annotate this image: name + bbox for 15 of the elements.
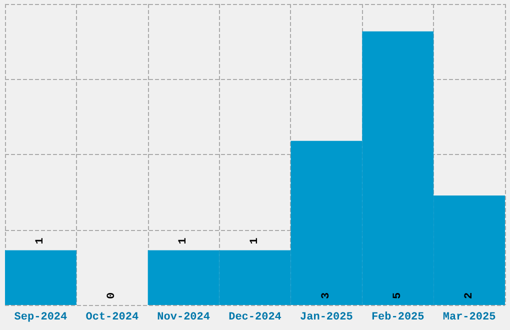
- x-tick-label: Jan-2025: [300, 312, 354, 324]
- data-label: 3: [320, 292, 332, 299]
- data-label: 1: [178, 237, 190, 244]
- x-tick-label: Dec-2024: [228, 312, 282, 324]
- bar: [5, 250, 76, 305]
- data-label: 5: [392, 292, 404, 299]
- x-tick-label: Mar-2025: [442, 312, 496, 324]
- data-label: 1: [34, 237, 47, 244]
- x-tick-label: Sep-2024: [14, 312, 68, 324]
- x-tick-label: Nov-2024: [157, 312, 210, 324]
- x-tick-label: Feb-2025: [371, 312, 425, 324]
- data-label: 0: [106, 292, 118, 299]
- data-label: 2: [463, 292, 476, 299]
- data-label: 1: [249, 237, 261, 244]
- x-tick-label: Oct-2024: [86, 312, 139, 324]
